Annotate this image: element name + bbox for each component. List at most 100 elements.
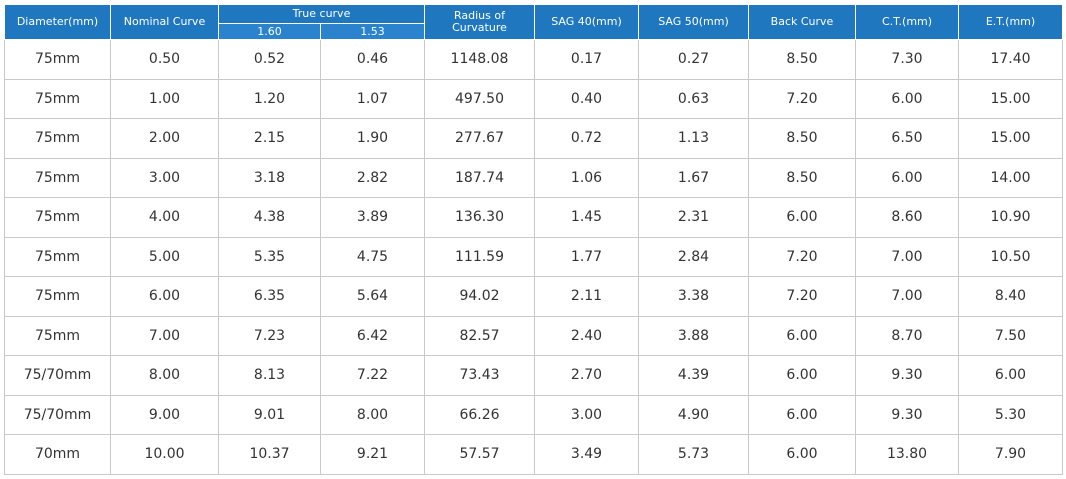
- table-cell: 5.64: [320, 276, 425, 317]
- header-cell: Radius of Curvature: [424, 4, 535, 40]
- table-cell: 7.20: [748, 236, 856, 277]
- table-cell: 13.80: [855, 434, 959, 475]
- table-cell: 17.40: [958, 39, 1063, 80]
- table-cell: 3.88: [638, 315, 749, 356]
- table-cell: 6.00: [748, 394, 856, 435]
- table-cell: 8.13: [218, 355, 321, 396]
- table-cell: 57.57: [424, 434, 535, 475]
- header-subcell: 1.53: [320, 23, 425, 40]
- table-cell: 75/70mm: [4, 394, 111, 435]
- table-cell: 82.57: [424, 315, 535, 356]
- table-cell: 7.20: [748, 276, 856, 317]
- header-cell: SAG 50(mm): [638, 4, 749, 40]
- table-cell: 75/70mm: [4, 355, 111, 396]
- table-cell: 6.00: [748, 434, 856, 475]
- table-cell: 0.63: [638, 78, 749, 119]
- header-cell: Back Curve: [748, 4, 856, 40]
- table-row: 75/70mm 9.00 9.01 8.00 66.26 3.00 4.90 6.00 9.30…: [4, 394, 1063, 435]
- table-cell: 0.17: [534, 39, 639, 80]
- table-cell: 7.00: [110, 315, 219, 356]
- table-cell: 277.67: [424, 118, 535, 159]
- table-cell: 5.73: [638, 434, 749, 475]
- table-cell: 6.35: [218, 276, 321, 317]
- table-cell: 7.90: [958, 434, 1063, 475]
- lens-table: Diameter(mm) Nominal Curve True curve Ra…: [4, 4, 1063, 475]
- table-cell: 3.00: [110, 157, 219, 198]
- table-cell: 1.90: [320, 118, 425, 159]
- table-cell: 8.50: [748, 157, 856, 198]
- table-cell: 7.00: [855, 236, 959, 277]
- table-cell: 3.89: [320, 197, 425, 238]
- table-row: 75mm 1.00 1.20 1.07 497.50 0.40 0.63 7.20 6.00 15…: [4, 78, 1063, 119]
- table-cell: 1148.08: [424, 39, 535, 80]
- table-body: 75mm 0.50 0.52 0.46 1148.08 0.17 0.27 8.50 7.30 1…: [4, 39, 1063, 475]
- table-cell: 75mm: [4, 197, 111, 238]
- table-row: 75mm 0.50 0.52 0.46 1148.08 0.17 0.27 8.50 7.30 1…: [4, 39, 1063, 80]
- table-cell: 1.45: [534, 197, 639, 238]
- table-cell: 111.59: [424, 236, 535, 277]
- table-cell: 4.90: [638, 394, 749, 435]
- table-row: 75mm 7.00 7.23 6.42 82.57 2.40 3.88 6.00 8.70 7.5…: [4, 315, 1063, 356]
- table-row: 75mm 2.00 2.15 1.90 277.67 0.72 1.13 8.50 6.50 15…: [4, 118, 1063, 159]
- table-cell: 6.00: [855, 78, 959, 119]
- table-cell: 6.00: [748, 355, 856, 396]
- table-cell: 75mm: [4, 236, 111, 277]
- table-cell: 1.77: [534, 236, 639, 277]
- table-cell: 2.15: [218, 118, 321, 159]
- table-cell: 10.50: [958, 236, 1063, 277]
- table-row: 75mm 4.00 4.38 3.89 136.30 1.45 2.31 6.00 8.60 10…: [4, 197, 1063, 238]
- table-cell: 8.70: [855, 315, 959, 356]
- table-cell: 6.00: [958, 355, 1063, 396]
- table-cell: 75mm: [4, 276, 111, 317]
- table-cell: 8.00: [110, 355, 219, 396]
- table-cell: 9.30: [855, 394, 959, 435]
- table-cell: 0.27: [638, 39, 749, 80]
- header-cell: SAG 40(mm): [534, 4, 639, 40]
- table-cell: 497.50: [424, 78, 535, 119]
- table-cell: 3.18: [218, 157, 321, 198]
- table-cell: 8.00: [320, 394, 425, 435]
- header-subcell: 1.60: [218, 23, 321, 40]
- table-cell: 75mm: [4, 118, 111, 159]
- table-cell: 3.00: [534, 394, 639, 435]
- header-cell: E.T.(mm): [958, 4, 1063, 40]
- table-cell: 1.20: [218, 78, 321, 119]
- table-cell: 70mm: [4, 434, 111, 475]
- table-cell: 10.00: [110, 434, 219, 475]
- table-cell: 4.00: [110, 197, 219, 238]
- table-cell: 4.75: [320, 236, 425, 277]
- table-cell: 75mm: [4, 78, 111, 119]
- table-cell: 0.52: [218, 39, 321, 80]
- table-cell: 9.01: [218, 394, 321, 435]
- table-cell: 5.00: [110, 236, 219, 277]
- table-cell: 75mm: [4, 39, 111, 80]
- table-cell: 2.82: [320, 157, 425, 198]
- table-cell: 5.30: [958, 394, 1063, 435]
- table-cell: 6.42: [320, 315, 425, 356]
- table-cell: 187.74: [424, 157, 535, 198]
- table-cell: 6.00: [748, 315, 856, 356]
- table-cell: 1.13: [638, 118, 749, 159]
- table-cell: 15.00: [958, 118, 1063, 159]
- table-cell: 9.21: [320, 434, 425, 475]
- table-cell: 6.00: [110, 276, 219, 317]
- table-row: 75/70mm 8.00 8.13 7.22 73.43 2.70 4.39 6.00 9.30…: [4, 355, 1063, 396]
- table-cell: 9.00: [110, 394, 219, 435]
- table-cell: 7.50: [958, 315, 1063, 356]
- table-cell: 7.30: [855, 39, 959, 80]
- table-cell: 4.38: [218, 197, 321, 238]
- table-cell: 6.50: [855, 118, 959, 159]
- table-row: 75mm 6.00 6.35 5.64 94.02 2.11 3.38 7.20 7.00 8.4…: [4, 276, 1063, 317]
- table-cell: 0.40: [534, 78, 639, 119]
- table-cell: 8.50: [748, 39, 856, 80]
- table-cell: 0.50: [110, 39, 219, 80]
- table-row: 70mm 10.00 10.37 9.21 57.57 3.49 5.73 6.00 13.80…: [4, 434, 1063, 475]
- table-cell: 1.67: [638, 157, 749, 198]
- table-cell: 2.84: [638, 236, 749, 277]
- table-cell: 73.43: [424, 355, 535, 396]
- table-cell: 8.40: [958, 276, 1063, 317]
- table-cell: 8.60: [855, 197, 959, 238]
- table-cell: 2.31: [638, 197, 749, 238]
- table-cell: 15.00: [958, 78, 1063, 119]
